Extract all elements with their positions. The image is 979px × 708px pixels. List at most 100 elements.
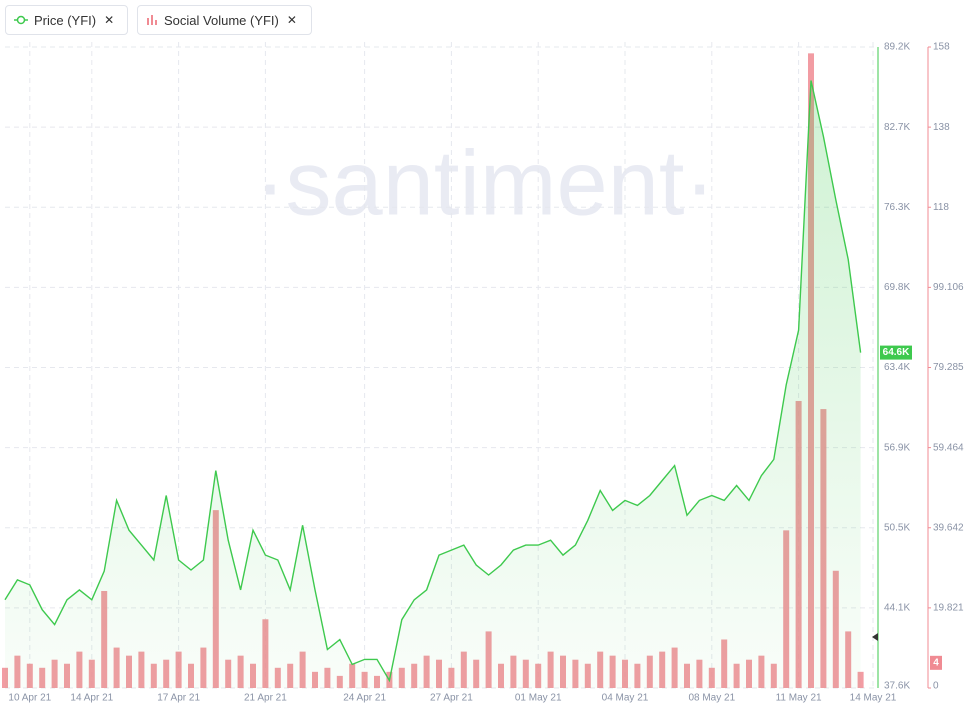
volume-bar [423, 655, 430, 688]
volume-bar [51, 659, 58, 688]
volume-bar [671, 647, 678, 688]
legend-chip[interactable]: Social Volume (YFI) ✕ [137, 5, 312, 35]
volume-bar [808, 53, 814, 688]
volume-bar [64, 663, 70, 688]
volume-bar [560, 655, 566, 688]
volume-bar [175, 651, 182, 688]
y-tick-label: 69.8K [884, 282, 910, 293]
legend-label: Social Volume (YFI) [164, 12, 279, 28]
y-tick-label: 89.2K [884, 42, 910, 53]
volume-bar [2, 667, 8, 688]
last-value-tag [930, 655, 942, 670]
last-value-label: 64.6K [883, 347, 910, 358]
volume-bar [101, 590, 108, 688]
y2-tick-label: 158 [933, 42, 950, 53]
volume-bar [857, 671, 864, 688]
x-tick-label: 24 Apr 21 [343, 693, 386, 704]
volume-bar [212, 510, 219, 688]
volume-bar [498, 663, 504, 688]
y2-tick-label: 39.642 [933, 522, 964, 533]
volume-bar [845, 631, 852, 688]
volume-bar [386, 671, 393, 688]
volume-bar [411, 663, 418, 688]
x-tick-label: 04 May 21 [602, 693, 649, 704]
volume-bar [113, 647, 120, 688]
volume-bar [708, 667, 715, 688]
volume-bar [200, 647, 207, 688]
volume-bar [622, 659, 628, 688]
volume-bar [287, 663, 294, 688]
price-line [4, 80, 862, 683]
y-tick-label: 37.6K [884, 681, 910, 692]
y-tick-label: 56.9K [884, 442, 910, 453]
x-tick-label: 08 May 21 [688, 693, 735, 704]
volume-bar [448, 667, 455, 688]
volume-bar [26, 663, 33, 688]
volume-bar [783, 530, 790, 688]
volume-bar [659, 651, 666, 688]
volume-bar [758, 655, 765, 688]
remove-button[interactable]: ✕ [104, 13, 115, 27]
volume-bar [460, 651, 467, 688]
volume-bar [684, 663, 690, 688]
volume-bar [572, 659, 579, 688]
y2-tick-label: 79.285 [933, 362, 964, 373]
volume-bar [473, 659, 480, 688]
volume-bar [312, 671, 318, 688]
volume-bar [696, 659, 703, 688]
volume-bar [150, 663, 157, 688]
y2-tick-label: 99.106 [933, 282, 964, 293]
x-tick-label: 11 May 21 [776, 693, 822, 704]
y-tick-label: 50.5K [884, 522, 910, 533]
volume-bar [237, 655, 244, 688]
legend-icon [14, 15, 28, 25]
volume-bar [14, 655, 21, 688]
volume-bar [374, 675, 380, 688]
watermark: ·santiment· [255, 132, 715, 234]
volume-bar [336, 675, 343, 688]
y2-tick-label: 118 [933, 202, 949, 213]
last-value-label: 4 [933, 657, 939, 668]
volume-bar [510, 655, 517, 688]
remove-button[interactable]: ✕ [286, 13, 297, 27]
volume-bar [597, 651, 604, 688]
y2-tick-label: 59.464 [933, 442, 964, 453]
volume-bar [349, 663, 356, 688]
y-tick-label: 76.3K [884, 202, 910, 213]
last-value-tag [880, 345, 912, 360]
volume-bar [262, 619, 269, 688]
volume-bar [126, 655, 132, 688]
volume-bar [795, 400, 802, 688]
volume-bar [535, 663, 542, 688]
legend-icon [147, 15, 157, 25]
axis-pointer [872, 633, 878, 641]
x-tick-label: 14 Apr 21 [70, 693, 113, 704]
volume-bar [634, 663, 641, 688]
y2-tick-label: 0 [933, 681, 939, 692]
y2-tick-label: 138 [933, 122, 950, 133]
volume-bar [76, 651, 83, 688]
x-tick-label: 17 Apr 21 [157, 693, 200, 704]
legend-label: Price (YFI) [34, 12, 97, 28]
volume-bar [250, 663, 256, 688]
volume-bar [88, 659, 95, 688]
volume-bar [436, 659, 442, 688]
volume-bar [832, 570, 839, 688]
x-tick-label: 21 Apr 21 [244, 693, 287, 704]
volume-bar [361, 671, 368, 688]
volume-bar [138, 651, 145, 688]
x-tick-label: 27 Apr 21 [430, 693, 473, 704]
y-tick-label: 44.1K [884, 603, 910, 614]
legend-chip[interactable]: Price (YFI) ✕ [5, 5, 128, 35]
price-area [5, 80, 861, 688]
volume-bar [225, 659, 232, 688]
volume-bar [746, 659, 752, 688]
volume-bar [299, 651, 306, 688]
volume-bar [274, 667, 281, 688]
volume-bar [398, 667, 405, 688]
volume-bar [522, 659, 529, 688]
volume-bar [584, 663, 591, 688]
volume-bar [547, 651, 554, 688]
